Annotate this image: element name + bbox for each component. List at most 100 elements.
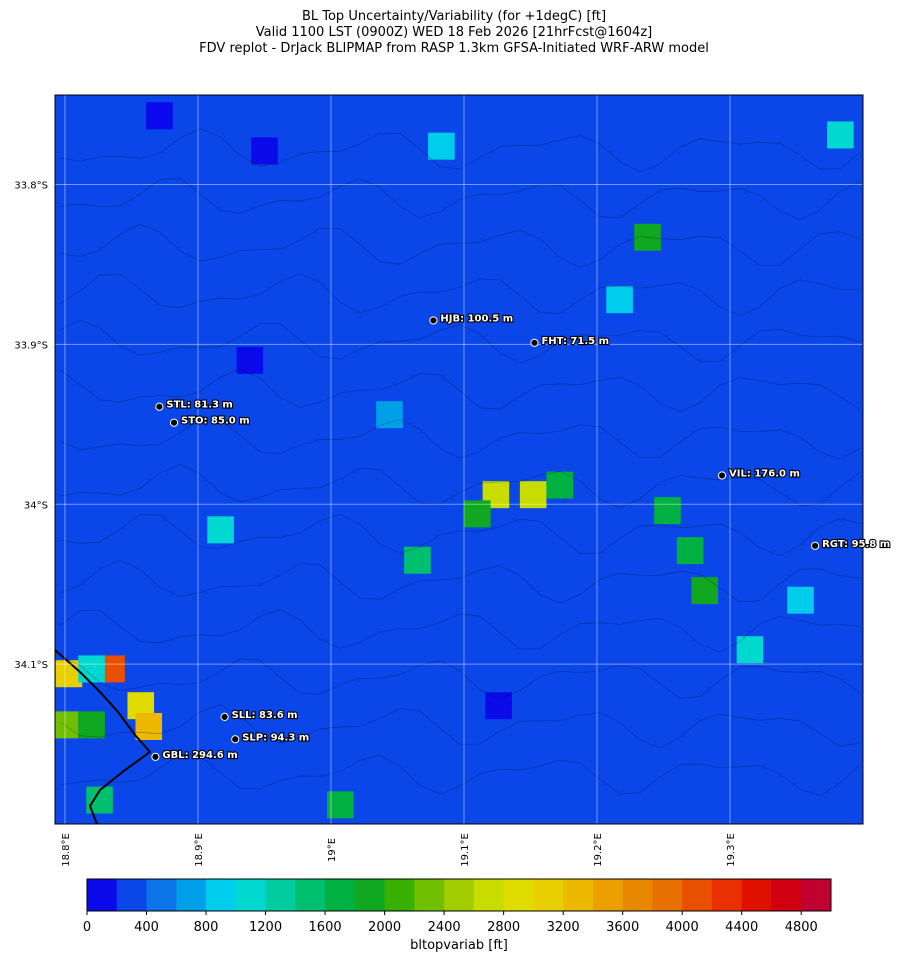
colorbar-tick-label: 3600 xyxy=(606,920,639,935)
station-marker xyxy=(811,541,820,550)
station-marker xyxy=(530,338,539,347)
contour xyxy=(59,655,861,700)
colorbar-swatch xyxy=(533,879,564,911)
colorbar-tick-label: 3200 xyxy=(547,920,580,935)
grid-cell xyxy=(78,711,105,739)
station-label: FHT: 71.5 m xyxy=(541,336,609,347)
x-tick-label: 19.1°E xyxy=(460,833,471,867)
y-tick-label: 34°S xyxy=(24,500,48,511)
station-label: SLP: 94.3 m xyxy=(242,732,309,743)
contour xyxy=(59,418,861,460)
station-label: RGT: 95.8 m xyxy=(822,539,890,550)
grid-cell xyxy=(691,577,719,605)
contour xyxy=(59,513,861,557)
grid-cell xyxy=(463,500,491,528)
grid-cell xyxy=(634,223,661,251)
x-tick-label: 18.9°E xyxy=(194,833,205,867)
colorbar-swatch xyxy=(622,879,653,911)
grid-cell xyxy=(736,636,764,664)
colorbar-swatch xyxy=(295,879,326,911)
coastline xyxy=(55,649,152,824)
x-tick-label: 19.3°E xyxy=(726,833,737,867)
x-tick-label: 19.2°E xyxy=(593,833,604,867)
station-label: HJB: 100.5 m xyxy=(440,313,513,324)
colorbar-tick-label: 1200 xyxy=(249,920,282,935)
colorbar-swatch xyxy=(265,879,296,911)
contour xyxy=(59,704,861,749)
grid-cell xyxy=(546,471,574,499)
colorbar-swatch xyxy=(384,879,415,911)
colorbar-tick-label: 4000 xyxy=(666,920,699,935)
contour xyxy=(59,223,861,269)
y-tick-label: 33.8°S xyxy=(14,181,48,192)
grid-cell xyxy=(326,791,354,819)
grid-cell xyxy=(404,546,431,574)
colorbar-swatch xyxy=(771,879,802,911)
colorbar-tick-label: 400 xyxy=(134,920,159,935)
grid-cell xyxy=(146,102,173,130)
grid-cell xyxy=(135,712,163,740)
colorbar-swatch xyxy=(146,879,177,911)
station-label: GBL: 294.6 m xyxy=(162,750,237,761)
colorbar-swatch xyxy=(325,879,356,911)
colorbar-swatch xyxy=(235,879,267,911)
station-label: VIL: 176.0 m xyxy=(729,468,800,479)
station-label: SLL: 83.6 m xyxy=(232,710,298,721)
contour xyxy=(59,177,861,221)
contour xyxy=(59,128,861,173)
colorbar-swatch xyxy=(116,879,148,911)
colorbar-swatch xyxy=(711,879,743,911)
station-marker xyxy=(717,471,727,480)
x-tick-label: 19°E xyxy=(327,838,338,862)
contour xyxy=(59,368,861,413)
colorbar-tick-label: 4800 xyxy=(785,920,818,935)
colorbar-label: bltopvariab [ft] xyxy=(410,938,508,953)
colorbar-swatch xyxy=(503,879,534,911)
grid-cell xyxy=(519,481,547,509)
colorbar-swatch xyxy=(682,879,713,911)
grid-cell xyxy=(207,516,234,544)
colorbar-tick-label: 2800 xyxy=(487,920,520,935)
title-line: BL Top Uncertainty/Variability (for +1de… xyxy=(302,9,606,24)
colorbar-swatch xyxy=(652,879,683,911)
y-tick-label: 33.9°S xyxy=(14,340,48,351)
grid-cell xyxy=(787,586,814,614)
x-tick-label: 18.8°E xyxy=(61,833,72,867)
colorbar-swatch xyxy=(206,879,237,911)
grid-cell xyxy=(827,121,854,149)
colorbar-swatch xyxy=(801,879,832,911)
colorbar-swatch xyxy=(444,879,475,911)
title-line: FDV replot - DrJack BLIPMAP from RASP 1.… xyxy=(199,41,709,56)
contour xyxy=(59,753,861,796)
station-marker xyxy=(429,316,438,325)
colorbar-tick-label: 0 xyxy=(83,920,91,935)
grid-cell xyxy=(236,346,264,374)
colorbar-tick-label: 2000 xyxy=(368,920,401,935)
station-marker xyxy=(151,752,160,761)
colorbar-tick-label: 1600 xyxy=(309,920,342,935)
colorbar-swatch xyxy=(592,879,624,911)
colorbar-tick-label: 4400 xyxy=(725,920,758,935)
grid-cell xyxy=(55,660,83,688)
colorbar-swatch xyxy=(354,879,386,911)
y-tick-label: 34.1°S xyxy=(14,660,48,671)
contour xyxy=(59,559,861,604)
grid-cell xyxy=(676,537,704,565)
grid-cell xyxy=(78,655,105,683)
station-marker xyxy=(231,735,240,744)
contour xyxy=(59,319,861,364)
station-marker xyxy=(169,418,179,427)
contour xyxy=(59,609,861,653)
station-marker xyxy=(155,402,164,411)
station-marker xyxy=(220,712,229,721)
grid-cell xyxy=(606,286,633,314)
title-line: Valid 1100 LST (0900Z) WED 18 Feb 2026 [… xyxy=(256,25,652,40)
colorbar-swatch xyxy=(741,879,772,911)
contour xyxy=(59,273,861,317)
colorbar-frame xyxy=(86,878,832,912)
station-label: STL: 81.3 m xyxy=(166,400,232,411)
grid-cell xyxy=(376,401,403,429)
grid-cell xyxy=(251,137,278,165)
colorbar-swatch xyxy=(414,879,445,911)
